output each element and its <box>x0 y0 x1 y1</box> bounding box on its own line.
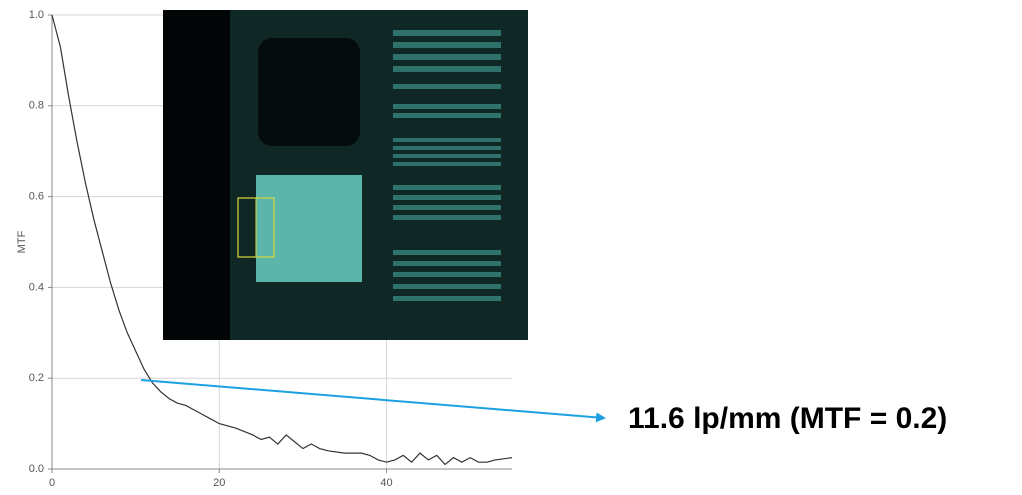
x-tick-label: 0 <box>49 477 55 489</box>
page: {"chart_data": {"type": "line", "ylabel"… <box>0 0 1022 490</box>
annotation: 11.6 lp/mm (MTF = 0.2) <box>628 402 947 435</box>
x-tick-label: 40 <box>380 477 392 489</box>
y-axis-label: MTF <box>16 230 28 253</box>
y-tick-label: 0.4 <box>29 281 44 293</box>
annotation-arrow <box>141 380 604 418</box>
y-tick-label: 0.0 <box>29 463 44 475</box>
y-tick-label: 0.6 <box>29 191 44 203</box>
y-tick-label: 0.2 <box>29 372 44 384</box>
y-tick-label: 1.0 <box>29 9 44 21</box>
y-tick-label: 0.8 <box>29 100 44 112</box>
inset-image <box>163 10 528 340</box>
chart: 0.0 0.2 0.4 0.6 0.8 1.0 0 20 40 MTF 11.6 lp/mm (… <box>0 0 1022 490</box>
x-tick-label: 20 <box>213 477 225 489</box>
